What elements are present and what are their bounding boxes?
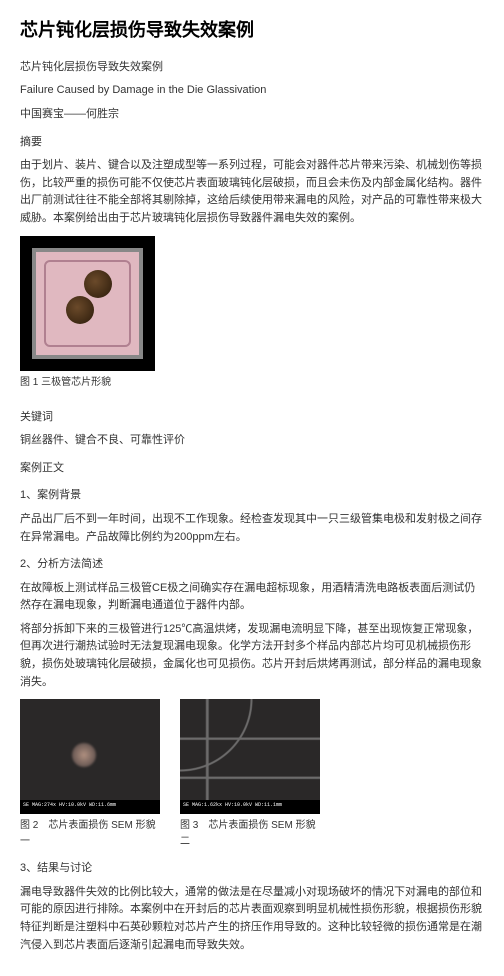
subtitle-en: Failure Caused by Damage in the Die Glas…	[20, 82, 484, 100]
figure-2-meta: SE MAG:274x HV:10.0kV WD:11.6mm	[20, 800, 160, 814]
section-3-text: 漏电导致器件失效的比例比较大，通常的做法是在尽量减小对现场破坏的情况下对漏电的部…	[20, 884, 484, 954]
figure-1-caption: 图 1 三极管芯片形貌	[20, 375, 155, 391]
section-1-text: 产品出厂后不到一年时间，出现不工作现象。经检查发现其中一只三级管集电极和发射极之…	[20, 511, 484, 546]
subtitle-cn: 芯片钝化层损伤导致失效案例	[20, 59, 484, 77]
section-1-label: 1、案例背景	[20, 487, 484, 505]
figure-2: SE MAG:274x HV:10.0kV WD:11.6mm 图 2 芯片表面…	[20, 699, 160, 850]
figure-3-meta: SE MAG:1.62kx HV:10.0kV WD:11.1mm	[180, 800, 320, 814]
page-title: 芯片钝化层损伤导致失效案例	[20, 16, 484, 45]
keywords-label: 关键词	[20, 409, 484, 427]
body-label: 案例正文	[20, 460, 484, 478]
section-2-p1: 在故障板上测试样品三极管CE极之间确实存在漏电超标现象，用酒精清洗电路板表面后测…	[20, 580, 484, 615]
figure-1: 图 1 三极管芯片形貌	[20, 236, 484, 399]
figure-3-caption: 图 3 芯片表面损伤 SEM 形貌二	[180, 818, 320, 850]
figure-3-image: SE MAG:1.62kx HV:10.0kV WD:11.1mm	[180, 699, 320, 814]
keywords-text: 铜丝器件、键合不良、可靠性评价	[20, 432, 484, 450]
figure-1-image	[20, 236, 155, 371]
figure-2-image: SE MAG:274x HV:10.0kV WD:11.6mm	[20, 699, 160, 814]
abstract-text: 由于划片、装片、键合以及注塑成型等一系列过程，可能会对器件芯片带来污染、机械划伤…	[20, 157, 484, 227]
figure-2-caption: 图 2 芯片表面损伤 SEM 形貌一	[20, 818, 160, 850]
author-line: 中国赛宝——何胜宗	[20, 106, 484, 124]
section-2-p2: 将部分拆卸下来的三极管进行125℃高温烘烤，发现漏电流明显下降，甚至出现恢复正常…	[20, 621, 484, 691]
section-3-label: 3、结果与讨论	[20, 860, 484, 878]
abstract-label: 摘要	[20, 134, 484, 152]
figure-row-2-3: SE MAG:274x HV:10.0kV WD:11.6mm 图 2 芯片表面…	[20, 699, 484, 850]
figure-3: SE MAG:1.62kx HV:10.0kV WD:11.1mm 图 3 芯片…	[180, 699, 320, 850]
section-2-label: 2、分析方法简述	[20, 556, 484, 574]
